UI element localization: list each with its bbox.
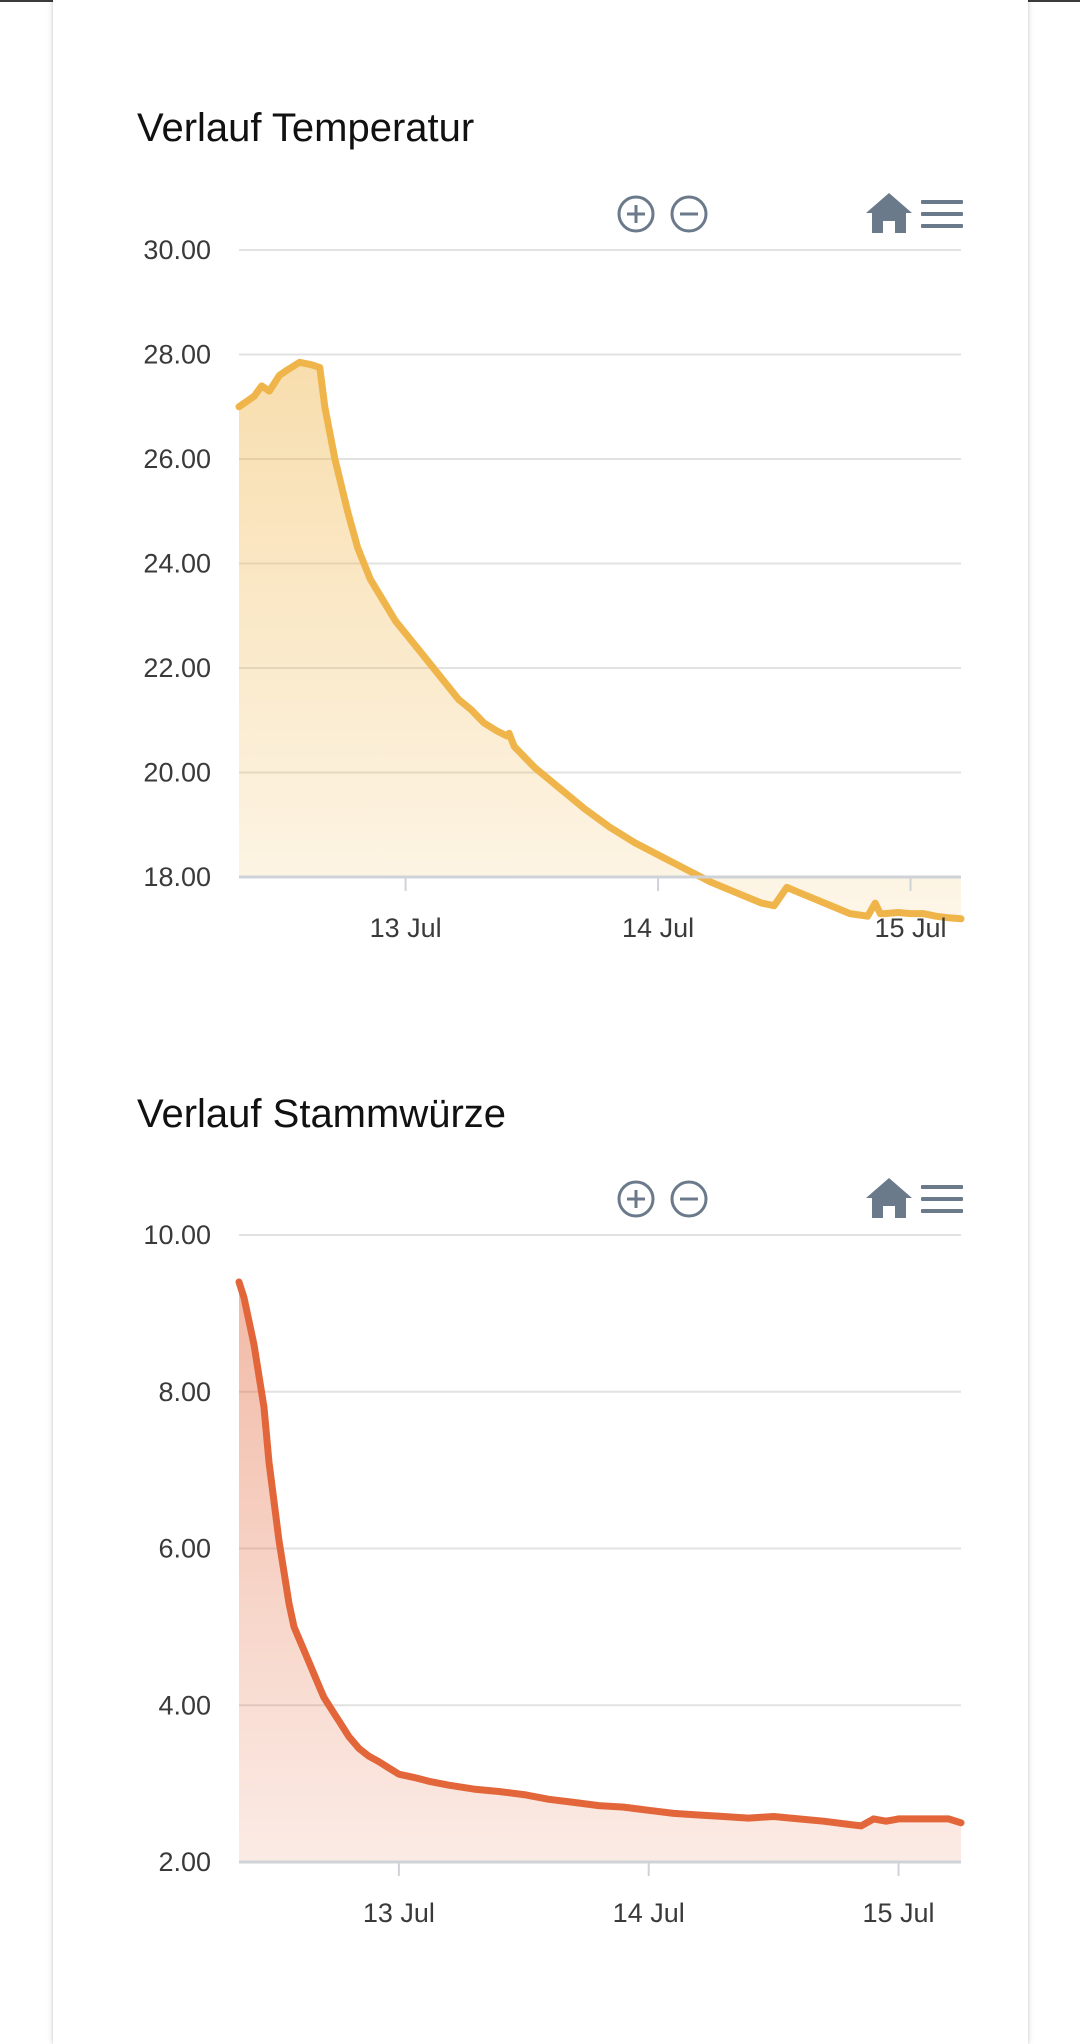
stammwuerze-chart[interactable]: 10.00 8.00 6.00 4.00 2.00 13 Jul 14 Jul 15 Jul [0,1165,1080,1945]
menu-icon[interactable] [921,200,963,228]
zoom-in-icon[interactable] [617,195,655,233]
series-line[interactable] [235,1278,965,1830]
x-tick-label: 13 Jul [370,913,442,943]
home-icon[interactable] [866,193,912,233]
y-tick-label: 20.00 [143,758,211,788]
series-area [239,362,961,919]
y-tick-label: 22.00 [143,653,211,683]
zoom-out-icon[interactable] [670,195,708,233]
chart-card [53,0,1028,2044]
y-tick-label: 4.00 [158,1690,211,1720]
y-tick-label: 28.00 [143,340,211,370]
x-tick-label: 15 Jul [874,913,946,943]
zoom-out-icon[interactable] [670,1180,708,1218]
y-tick-label: 26.00 [143,444,211,474]
y-tick-label: 30.00 [143,235,211,265]
x-tick-label: 14 Jul [622,913,694,943]
y-tick-label: 18.00 [143,862,211,892]
home-icon[interactable] [866,1178,912,1218]
y-tick-label: 8.00 [158,1377,211,1407]
y-tick-label: 6.00 [158,1534,211,1564]
y-tick-label: 10.00 [143,1220,211,1250]
y-tick-label: 24.00 [143,549,211,579]
x-tick-label: 15 Jul [863,1898,935,1928]
y-tick-label: 2.00 [158,1847,211,1877]
x-tick-label: 14 Jul [613,1898,685,1928]
menu-icon[interactable] [921,1185,963,1213]
x-tick-label: 13 Jul [363,1898,435,1928]
series-line[interactable] [235,358,965,923]
temperature-chart[interactable]: 30.00 28.00 26.00 24.00 22.00 20.00 18.00 13 Ju… [0,180,1080,960]
series-area [239,1282,961,1862]
zoom-in-icon[interactable] [617,1180,655,1218]
chart-title-temperature: Verlauf Temperatur [137,106,475,150]
chart-title-stammwuerze: Verlauf Stammwürze [137,1092,507,1136]
